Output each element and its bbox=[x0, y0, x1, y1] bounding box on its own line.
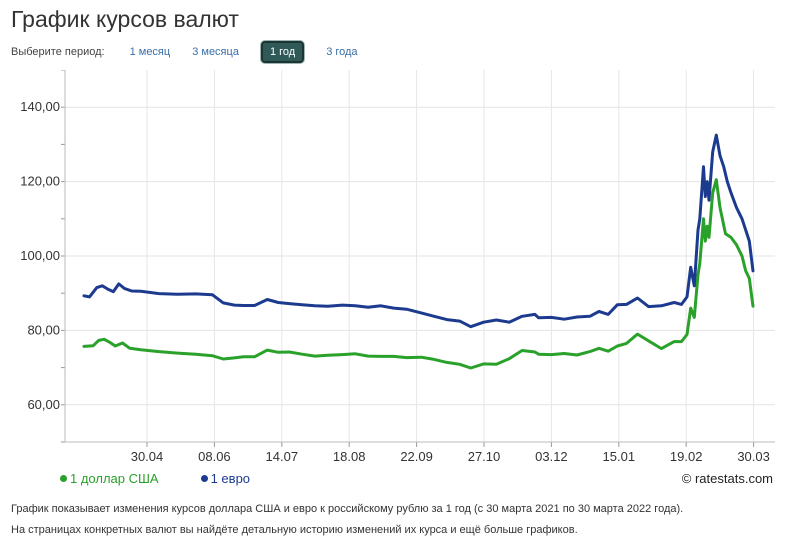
period-3-years-button[interactable]: 3 года bbox=[326, 46, 358, 58]
period-1-year-button[interactable]: 1 год bbox=[260, 41, 305, 63]
usd-series-line bbox=[82, 178, 755, 370]
y-tick-label: 140,00 bbox=[20, 99, 60, 114]
legend-item-eur[interactable]: 1 евро bbox=[200, 471, 251, 486]
legend-label-usd: 1 доллар США bbox=[70, 471, 159, 486]
x-tick-label: 08.06 bbox=[198, 449, 231, 464]
x-tick-label: 03.12 bbox=[535, 449, 568, 464]
x-tick-label: 30.03 bbox=[737, 449, 770, 464]
chart-legend: 1 доллар США 1 евро bbox=[60, 471, 250, 486]
y-tick-label: 60,00 bbox=[27, 397, 60, 412]
x-tick-label: 15.01 bbox=[603, 449, 636, 464]
x-tick-label: 30.04 bbox=[131, 449, 164, 464]
x-tick-label: 18.08 bbox=[333, 449, 366, 464]
legend-marker-usd bbox=[60, 475, 67, 482]
legend-item-usd[interactable]: 1 доллар США bbox=[60, 471, 159, 486]
x-tick-label: 27.10 bbox=[468, 449, 501, 464]
chart-description: График показывает изменения курсов долла… bbox=[11, 503, 684, 515]
period-1-month-button[interactable]: 1 месяц bbox=[129, 46, 171, 58]
period-3-months-button[interactable]: 3 месяца bbox=[192, 46, 239, 58]
x-tick-label: 14.07 bbox=[266, 449, 299, 464]
page-title: График курсов валют bbox=[11, 6, 239, 32]
period-selector: Выберите период: 1 месяц 3 месяца 1 год … bbox=[11, 40, 369, 64]
source-credit: © ratestats.com bbox=[681, 471, 773, 486]
x-tick-label: 22.09 bbox=[400, 449, 433, 464]
y-tick-label: 120,00 bbox=[20, 174, 60, 189]
y-tick-label: 100,00 bbox=[20, 248, 60, 263]
legend-marker-eur bbox=[200, 475, 208, 482]
eur-series-line bbox=[82, 133, 755, 329]
currency-chart: 60,00 80,00 100,00 120,00 140,00 30.04 08.06 14… bbox=[20, 70, 775, 464]
legend-label-eur: 1 евро bbox=[210, 471, 251, 486]
chart-hint: На страницах конкретных валют вы найдёте… bbox=[11, 524, 578, 536]
x-tick-label: 19.02 bbox=[670, 449, 703, 464]
period-label: Выберите период: bbox=[11, 46, 105, 58]
y-tick-label: 80,00 bbox=[27, 322, 60, 337]
